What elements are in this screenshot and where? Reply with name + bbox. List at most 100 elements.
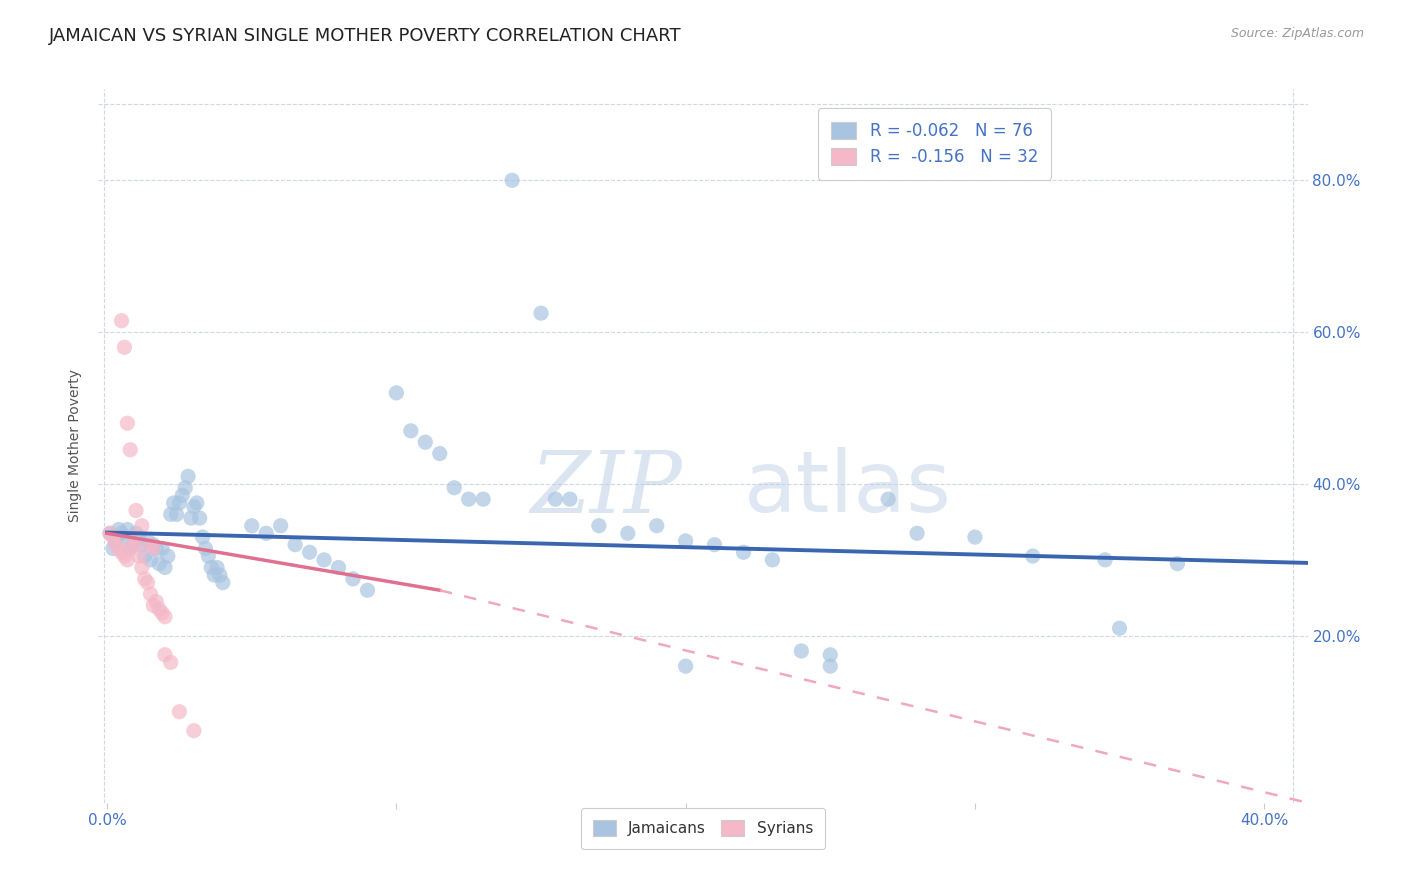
Point	[675, 659, 697, 673]
Point	[139, 587, 162, 601]
Point	[342, 572, 364, 586]
Point	[733, 545, 755, 559]
Point	[142, 538, 165, 552]
Point	[544, 492, 567, 507]
Point	[413, 435, 436, 450]
Point	[107, 541, 129, 556]
Point	[122, 538, 145, 552]
Point	[104, 533, 127, 548]
Point	[186, 496, 208, 510]
Point	[117, 416, 139, 430]
Point	[166, 508, 188, 522]
Point	[150, 606, 173, 620]
Point	[194, 541, 217, 556]
Point	[125, 526, 148, 541]
Point	[139, 538, 162, 552]
Point	[385, 385, 408, 400]
Point	[134, 572, 156, 586]
Point	[125, 503, 148, 517]
Point	[145, 541, 167, 556]
Point	[472, 492, 495, 507]
Point	[110, 314, 132, 328]
Point	[197, 549, 219, 563]
Point	[1166, 557, 1188, 571]
Point	[208, 568, 231, 582]
Point	[148, 557, 170, 571]
Point	[399, 424, 422, 438]
Point	[877, 492, 900, 507]
Point	[153, 648, 176, 662]
Point	[188, 511, 211, 525]
Point	[101, 530, 124, 544]
Point	[761, 553, 783, 567]
Point	[153, 609, 176, 624]
Point	[298, 545, 321, 559]
Point	[820, 648, 842, 662]
Point	[905, 526, 928, 541]
Text: Source: ZipAtlas.com: Source: ZipAtlas.com	[1230, 27, 1364, 40]
Point	[183, 723, 205, 738]
Point	[183, 500, 205, 514]
Text: ZIP: ZIP	[530, 448, 682, 530]
Point	[963, 530, 986, 544]
Point	[169, 705, 191, 719]
Point	[1022, 549, 1045, 563]
Point	[104, 538, 127, 552]
Point	[1094, 553, 1116, 567]
Point	[131, 518, 153, 533]
Point	[645, 518, 668, 533]
Point	[117, 523, 139, 537]
Point	[145, 594, 167, 608]
Text: JAMAICAN VS SYRIAN SINGLE MOTHER POVERTY CORRELATION CHART: JAMAICAN VS SYRIAN SINGLE MOTHER POVERTY…	[49, 27, 682, 45]
Point	[150, 541, 173, 556]
Point	[122, 530, 145, 544]
Point	[284, 538, 307, 552]
Point	[172, 488, 194, 502]
Point	[114, 340, 136, 354]
Point	[162, 496, 184, 510]
Point	[457, 492, 479, 507]
Point	[159, 508, 181, 522]
Point	[128, 530, 150, 544]
Point	[312, 553, 335, 567]
Point	[110, 545, 132, 559]
Point	[588, 518, 610, 533]
Point	[200, 560, 222, 574]
Point	[558, 492, 581, 507]
Point	[114, 530, 136, 544]
Point	[443, 481, 465, 495]
Point	[328, 560, 350, 574]
Point	[675, 533, 697, 548]
Point	[820, 659, 842, 673]
Point	[270, 518, 292, 533]
Point	[240, 518, 263, 533]
Point	[180, 511, 202, 525]
Point	[205, 560, 228, 574]
Point	[131, 560, 153, 574]
Point	[98, 526, 121, 541]
Point	[429, 447, 451, 461]
Point	[134, 549, 156, 563]
Point	[156, 549, 179, 563]
Point	[356, 583, 378, 598]
Point	[131, 538, 153, 552]
Point	[110, 526, 132, 541]
Point	[254, 526, 277, 541]
Point	[128, 549, 150, 563]
Point	[177, 469, 200, 483]
Point	[202, 568, 225, 582]
Point	[501, 173, 523, 187]
Point	[136, 533, 159, 548]
Point	[114, 549, 136, 563]
Point	[703, 538, 725, 552]
Point	[530, 306, 553, 320]
Point	[153, 560, 176, 574]
Point	[136, 575, 159, 590]
Point	[139, 553, 162, 567]
Point	[107, 523, 129, 537]
Point	[98, 526, 121, 541]
Point	[617, 526, 640, 541]
Point	[125, 538, 148, 552]
Point	[120, 541, 142, 556]
Point	[159, 656, 181, 670]
